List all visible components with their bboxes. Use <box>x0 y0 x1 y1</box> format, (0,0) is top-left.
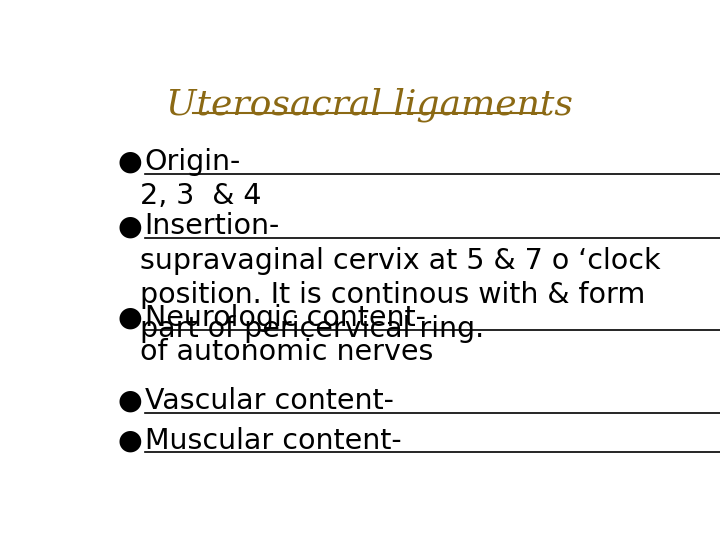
Text: ●: ● <box>118 427 143 455</box>
Text: Muscular content-: Muscular content- <box>145 427 401 455</box>
Text: Origin-: Origin- <box>145 148 241 176</box>
Text: 2, 3  & 4: 2, 3 & 4 <box>140 182 262 210</box>
Text: Neurologic content-: Neurologic content- <box>145 304 426 332</box>
Text: ●: ● <box>118 212 143 240</box>
Text: ●: ● <box>118 304 143 332</box>
Text: Uterosacral ligaments: Uterosacral ligaments <box>166 87 572 122</box>
Text: ●: ● <box>118 148 143 176</box>
Text: Vascular content-: Vascular content- <box>145 387 394 415</box>
Text: of autonomic nerves: of autonomic nerves <box>140 338 433 366</box>
Text: part of pericervical ring.: part of pericervical ring. <box>140 315 485 343</box>
Text: ●: ● <box>118 387 143 415</box>
Text: position. It is continous with & form: position. It is continous with & form <box>140 281 645 308</box>
Text: supravaginal cervix at 5 & 7 o ‘clock: supravaginal cervix at 5 & 7 o ‘clock <box>140 246 661 274</box>
Text: Insertion-: Insertion- <box>145 212 280 240</box>
